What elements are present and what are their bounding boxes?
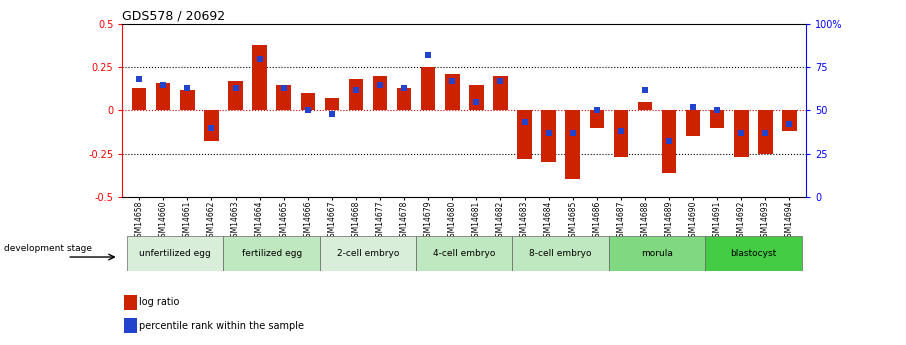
Bar [132,88,147,110]
Bar [782,110,796,131]
Bar [517,110,532,159]
Bar [421,67,436,110]
Bar [397,88,411,110]
Text: GDS578 / 20692: GDS578 / 20692 [122,10,226,23]
Bar [127,236,224,271]
Bar [513,236,609,271]
Bar [204,110,218,141]
Bar [124,318,138,333]
Bar [349,79,363,110]
Bar [124,295,138,310]
Bar [324,98,339,110]
Bar [469,85,484,110]
Bar [542,110,556,162]
Bar [372,76,387,110]
Bar [661,110,676,172]
Bar [228,81,243,110]
Text: morula: morula [641,249,673,258]
Bar [253,45,267,110]
Text: development stage: development stage [4,244,92,253]
Bar [301,93,315,110]
Text: log ratio: log ratio [139,297,179,307]
Bar [276,85,291,110]
Bar [609,236,705,271]
Text: percentile rank within the sample: percentile rank within the sample [139,321,304,331]
Bar [613,110,628,157]
Bar [445,74,459,110]
Text: blastocyst: blastocyst [730,249,776,258]
Text: unfertilized egg: unfertilized egg [140,249,211,258]
Bar [224,236,320,271]
Bar [638,102,652,110]
Bar [686,110,700,136]
Text: fertilized egg: fertilized egg [242,249,302,258]
Bar [180,90,195,110]
Bar [320,236,416,271]
Text: 2-cell embryo: 2-cell embryo [337,249,400,258]
Bar [416,236,513,271]
Bar [156,83,170,110]
Bar [590,110,604,128]
Bar [493,76,507,110]
Text: 4-cell embryo: 4-cell embryo [433,249,496,258]
Bar [710,110,725,128]
Bar [705,236,802,271]
Text: 8-cell embryo: 8-cell embryo [529,249,592,258]
Bar [734,110,748,157]
Bar [565,110,580,179]
Bar [758,110,773,154]
